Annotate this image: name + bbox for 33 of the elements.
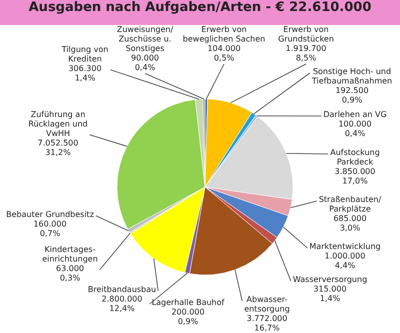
slice-label: Breitbandausbau	[88, 285, 156, 294]
data-label: 3.772.000 16,7%	[246, 314, 288, 333]
data-label: 315.000 1,4%	[313, 284, 347, 304]
slice-label: Darlehen an VG	[323, 110, 387, 120]
data-label: 104.000 0,5%	[207, 44, 241, 63]
slice-label: Abwasser- entsorgung	[244, 295, 290, 314]
slice-label: Marktentwicklung	[309, 242, 381, 252]
data-label: 192.500 0,9%	[335, 86, 369, 105]
slice-label: Tilgung von Krediten	[60, 45, 108, 64]
data-label: 7.052.500 31,2%	[38, 138, 78, 158]
data-label: 306.300 1,4%	[68, 64, 102, 83]
chart-title: Ausgaben nach Aufgaben/Arten - € 22.610.000	[0, 0, 400, 25]
slice-label: Erwerb von Grundstücken	[278, 25, 334, 44]
slice-label: Bebauter Grundbesitz	[6, 210, 94, 220]
data-label: 3.850.000 17,0%	[334, 167, 376, 186]
slice-label: Zuweisungen/ Zuschüsse u. Sonstiges	[116, 25, 174, 54]
data-label: 2.800.000 12,4%	[102, 294, 142, 314]
slice-label: Lagerhalle Bauhof	[152, 298, 224, 308]
data-label: 200.000 0,9%	[171, 308, 205, 326]
slice-label: Aufstockung Parkdeck	[330, 148, 380, 167]
slice-label: Zuführung an Rücklagen und VwHH	[28, 110, 88, 138]
slice-label: Kindertages- einrichtungen	[42, 245, 98, 264]
slice-label: Sonstige Hoch- und Tiefbaumaßnahmen	[310, 67, 392, 86]
slice-label: Straßenbauten/ Parkplätze	[318, 195, 382, 214]
data-label: 1.000.000 4,4%	[324, 252, 366, 270]
data-label: 100.000 0,4%	[338, 120, 372, 138]
slice-label: Erwerb von beweglichen Sachen	[182, 25, 266, 44]
data-label: 685.000 3,0%	[333, 214, 367, 233]
data-label: 160.000 0,7%	[33, 220, 67, 238]
slice-label: Wasserversorgung	[292, 275, 368, 284]
data-label: 63.000 0,3%	[56, 264, 84, 283]
data-label: 1.919.700 8,5%	[286, 44, 326, 63]
data-label: 90.000 0,4%	[131, 54, 159, 72]
